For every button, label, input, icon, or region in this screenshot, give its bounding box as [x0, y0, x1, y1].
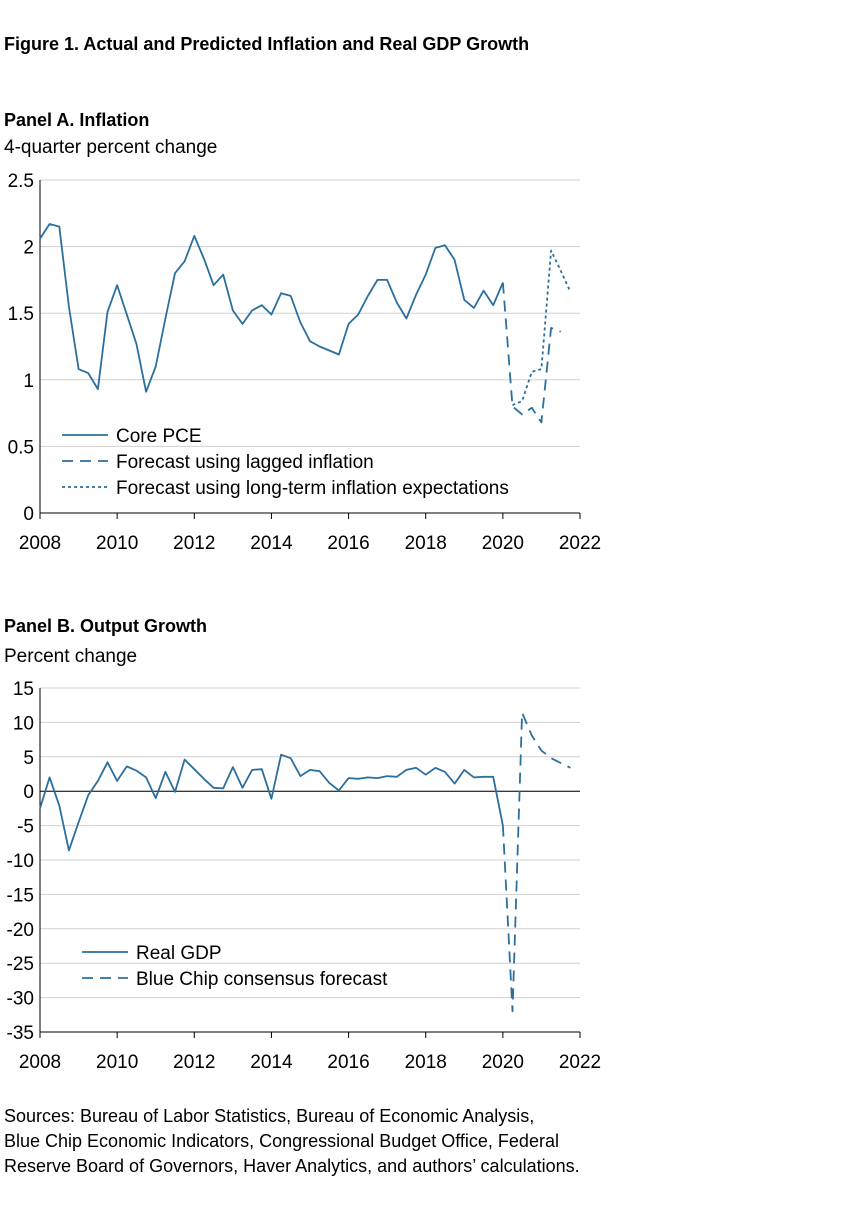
panel-b-chart: -35 -30 -25 -20 -15 -10 -5 0 5 10 15 2008 2010 2012 20… [7, 679, 602, 1073]
panel-b-y-tick-label: 10 [13, 713, 34, 734]
panel-b-y-tick-label: -35 [7, 1023, 34, 1044]
figure-title: Figure 1. Actual and Predicted Inflation… [4, 34, 530, 54]
panel-b-legend-label: Blue Chip consensus forecast [136, 969, 388, 990]
panel-b-series-line-1 [39, 753, 504, 852]
panel-b-x-tick-label: 2008 [19, 1052, 61, 1073]
panel-b-series-line-2 [502, 711, 571, 1013]
panel-a-series-line-1 [39, 223, 504, 393]
panel-a-x-tick-label: 2008 [19, 533, 61, 554]
panel-a-ylabel: 4-quarter percent change [4, 137, 218, 158]
panel-a-x-tick-label: 2010 [96, 533, 138, 554]
panel-b-x-tick-label: 2018 [405, 1052, 447, 1073]
sources-line: Blue Chip Economic Indicators, Congressi… [4, 1131, 559, 1151]
panel-b-y-tick-label: -30 [7, 989, 34, 1010]
sources-line: Sources: Bureau of Labor Statistics, Bur… [4, 1106, 535, 1126]
panel-a-y-tick-label: 2.5 [8, 171, 34, 192]
panel-a-series-line-3 [512, 249, 572, 406]
panel-a-chart: 0 0.5 1 1.5 2 2.5 2008 2010 2012 2014 2016 2018 2020… [8, 171, 602, 554]
panel-b-y-tick-label: -20 [7, 920, 34, 941]
panel-b-y-tick-label: 5 [23, 748, 34, 769]
panel-b-y-tick-label: 0 [23, 782, 34, 803]
panel-a-x-tick-label: 2020 [482, 533, 524, 554]
panel-a-legend-label: Forecast using long-term inflation expec… [116, 478, 509, 499]
panel-b-title: Panel B. Output Growth [4, 616, 207, 636]
panel-a-legend-label: Core PCE [116, 426, 202, 447]
panel-a-legend-label: Forecast using lagged inflation [116, 452, 374, 473]
sources-note: Sources: Bureau of Labor Statistics, Bur… [4, 1104, 804, 1179]
panel-b-x-tick-label: 2012 [173, 1052, 215, 1073]
panel-a-title: Panel A. Inflation [4, 110, 150, 130]
panel-b-ylabel: Percent change [4, 646, 138, 667]
panel-a-x-tick-label: 2018 [405, 533, 447, 554]
panel-a-y-tick-label: 0.5 [8, 437, 34, 458]
panel-a-y-tick-label: 2 [23, 238, 34, 259]
panel-b-x-tick-label: 2014 [250, 1052, 293, 1073]
panel-a-x-tick-label: 2022 [559, 533, 601, 554]
panel-b-x-tick-label: 2022 [559, 1052, 601, 1073]
panel-a-x-tick-label: 2014 [250, 533, 293, 554]
panel-b-legend-label: Real GDP [136, 943, 222, 964]
panel-b-x-tick-label: 2010 [96, 1052, 138, 1073]
panel-a-y-tick-label: 0 [23, 504, 34, 525]
panel-b-y-tick-label: -5 [17, 817, 34, 838]
panel-b-x-tick-label: 2020 [482, 1052, 524, 1073]
panel-b-y-tick-label: -15 [7, 885, 34, 906]
panel-b-y-tick-label: 15 [13, 679, 34, 700]
panel-b-x-tick-label: 2016 [327, 1052, 369, 1073]
panel-b-y-tick-label: -10 [7, 851, 34, 872]
sources-line: Reserve Board of Governors, Haver Analyt… [4, 1156, 580, 1176]
panel-a-series-line-2 [502, 282, 562, 424]
panel-a-y-tick-label: 1 [23, 371, 34, 392]
panel-b-y-tick-label: -25 [7, 954, 34, 975]
panel-a-x-tick-label: 2016 [327, 533, 369, 554]
panel-a-y-tick-label: 1.5 [8, 304, 34, 325]
panel-a-x-tick-label: 2012 [173, 533, 215, 554]
